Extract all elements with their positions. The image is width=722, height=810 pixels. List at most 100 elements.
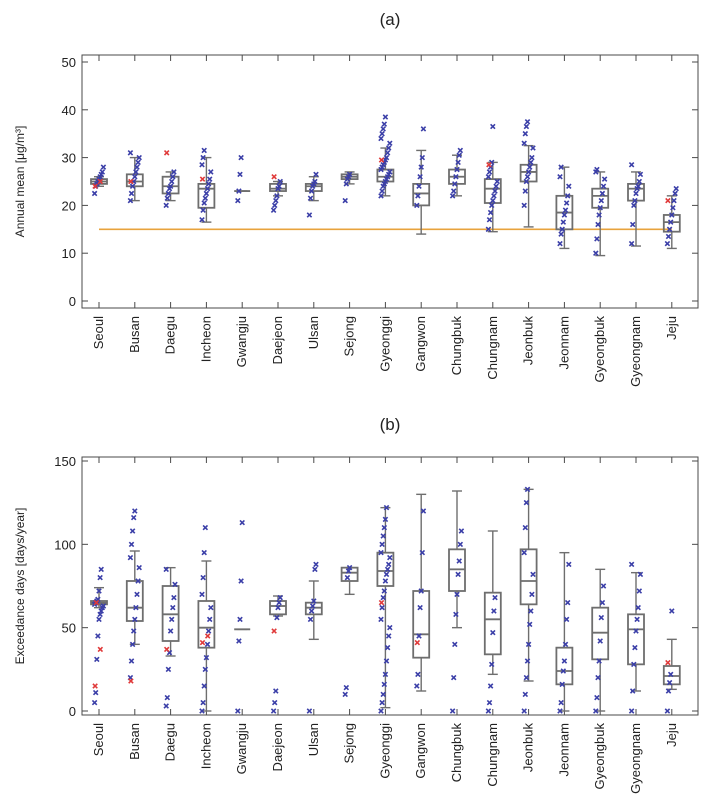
station-point-b: [379, 188, 385, 194]
station-point: [494, 178, 500, 185]
station-point-b: [277, 178, 283, 185]
station-point: [381, 681, 388, 688]
station-point-b: [488, 202, 495, 209]
station-point: [419, 549, 426, 556]
station-point-b: [275, 604, 281, 611]
station-point: [385, 145, 392, 151]
station-point-b: [166, 649, 173, 656]
station-point: [450, 188, 457, 194]
station-point: [203, 190, 210, 197]
station-point-highlight: [378, 599, 385, 606]
station-point: [378, 708, 384, 714]
station-point-b: [128, 190, 135, 197]
station-point-b: [381, 524, 388, 531]
station-point-b: [664, 240, 671, 247]
station-point-b: [95, 596, 101, 603]
station-point: [379, 541, 385, 548]
box-iqr: [519, 163, 538, 183]
station-point: [379, 604, 385, 611]
station-point-b: [205, 628, 212, 634]
station-point-b: [669, 212, 675, 218]
station-point: [564, 193, 571, 199]
station-point: [379, 130, 385, 137]
station-point-b: [199, 708, 205, 714]
category-label: Ulsan: [306, 723, 321, 756]
station-point: [345, 568, 352, 574]
box-iqr: [483, 178, 502, 204]
station-point: [416, 183, 422, 190]
station-point: [91, 699, 98, 706]
box-iqr: [125, 173, 144, 188]
station-point-b: [204, 641, 211, 648]
station-point: [98, 608, 104, 614]
station-point-b: [632, 644, 638, 651]
station-point-b: [95, 633, 101, 639]
station-point: [100, 164, 107, 170]
station-point-b: [419, 154, 426, 161]
station-point: [170, 173, 176, 180]
station-point-b: [387, 169, 393, 175]
station-point-b: [199, 162, 205, 168]
station-point-b: [276, 599, 282, 606]
station-point: [557, 708, 563, 714]
station-point: [199, 591, 205, 598]
station-point: [597, 638, 603, 644]
station-point: [199, 216, 205, 223]
category-label: Jeonnam: [556, 723, 571, 776]
station-point-b: [313, 561, 319, 568]
station-point: [598, 197, 605, 204]
station-point-b: [558, 164, 564, 170]
station-point-b: [202, 195, 209, 201]
station-point: [524, 486, 531, 493]
station-point: [524, 118, 531, 125]
station-point-b: [415, 671, 421, 678]
station-point-b: [129, 183, 136, 190]
station-point: [276, 599, 282, 606]
category-label: Chungbuk: [449, 723, 464, 783]
station-point-b: [129, 641, 136, 648]
station-point-b: [379, 699, 385, 706]
station-point-highlight: [665, 197, 671, 204]
chart-panel-a: (a) 0 10 20 30 40 50 Annual mean [μg/m³] Seoul Bu…: [13, 10, 699, 387]
station-point: [277, 594, 283, 601]
station-point: [382, 114, 389, 120]
station-point-b: [594, 236, 600, 242]
station-point-b: [130, 514, 137, 521]
station-point-b: [380, 126, 386, 132]
station-point: [130, 514, 137, 521]
station-point-b: [96, 616, 102, 623]
category-label: Gangwon: [413, 316, 428, 372]
station-point-b: [170, 173, 176, 180]
station-point: [236, 188, 242, 194]
station-point: [522, 524, 529, 531]
station-point: [525, 641, 532, 648]
y-tick-label: 50: [62, 55, 76, 70]
station-point: [558, 699, 564, 706]
y-axis-label: Annual mean [μg/m³]: [13, 126, 27, 238]
station-point: [557, 240, 563, 247]
station-point: [594, 236, 600, 242]
category-label: Gyeonggi: [377, 723, 392, 779]
station-point: [485, 708, 492, 714]
category-label: Daegu: [163, 723, 178, 761]
station-point-b: [559, 681, 565, 688]
station-point: [385, 633, 392, 639]
station-point: [665, 688, 672, 694]
box-iqr: [412, 590, 431, 659]
station-point: [595, 221, 601, 228]
station-point-b: [167, 183, 174, 190]
station-point: [201, 549, 207, 556]
station-point-b: [420, 508, 427, 514]
station-point: [414, 683, 420, 689]
station-point-b: [97, 574, 103, 581]
station-point-b: [523, 123, 530, 130]
station-point: [528, 608, 534, 614]
station-point-b: [414, 202, 420, 209]
station-point: [596, 212, 602, 218]
station-point-b: [130, 628, 137, 634]
station-point-b: [132, 173, 138, 180]
station-point-b: [206, 176, 213, 182]
station-point-b: [163, 202, 169, 209]
station-point-b: [238, 154, 244, 161]
station-point-b: [529, 154, 535, 161]
